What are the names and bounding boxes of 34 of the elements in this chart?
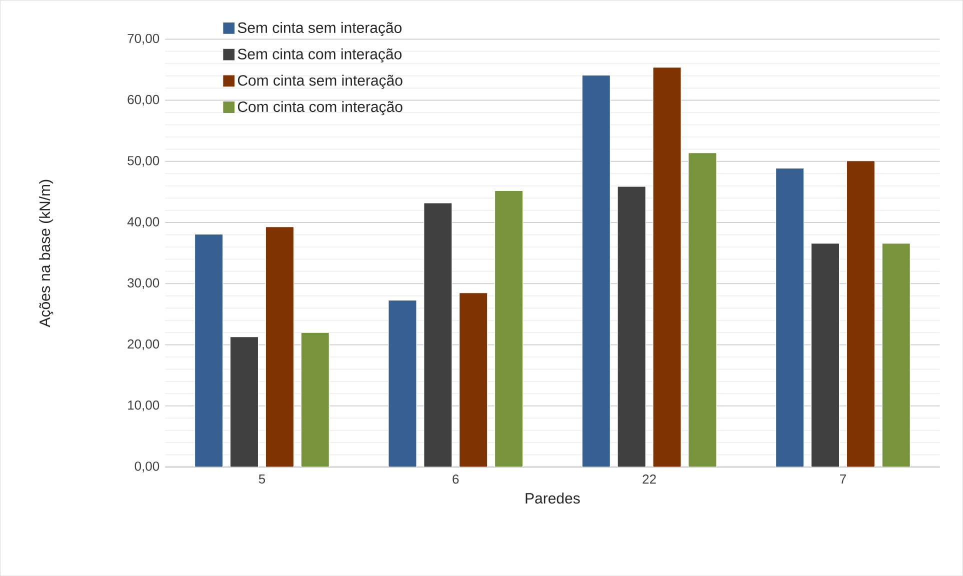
y-tick-label: 60,00 [128, 94, 160, 106]
bar [424, 202, 452, 467]
y-tick-label: 10,00 [128, 400, 160, 412]
y-tick-label: 50,00 [128, 156, 160, 167]
bar [882, 242, 910, 467]
bar [265, 226, 294, 467]
legend-label: Sem cinta sem interação [238, 22, 402, 36]
x-tick-label: 5 [258, 474, 266, 484]
x-tick-label: 6 [452, 474, 459, 484]
x-axis-title: Paredes [526, 492, 580, 504]
legend-label: Com cinta com interação [238, 100, 402, 116]
bar [230, 336, 259, 467]
bar [652, 66, 682, 467]
bar [617, 186, 646, 467]
y-tick-label: 30,00 [128, 278, 160, 289]
y-tick-label: 20,00 [128, 339, 160, 350]
bar [194, 234, 224, 467]
bar [300, 332, 330, 467]
bar [775, 168, 804, 467]
legend-label: Com cinta sem interação [238, 74, 402, 89]
bar [810, 242, 840, 467]
bar [388, 300, 417, 467]
x-tick-label: 22 [642, 474, 656, 484]
bar [459, 292, 488, 467]
y-tick-label: 70,00 [128, 34, 160, 44]
bar [846, 160, 876, 467]
bar [582, 74, 610, 467]
x-tick-label: 7 [840, 474, 846, 484]
bar [688, 152, 717, 467]
y-tick-label: 0,00 [134, 462, 160, 472]
y-tick-label: 40,00 [127, 217, 160, 228]
legend-label: Sem cinta com interação [238, 48, 402, 62]
y-axis-title: Ações na base (kN/m) [39, 180, 54, 328]
bar [494, 190, 524, 467]
